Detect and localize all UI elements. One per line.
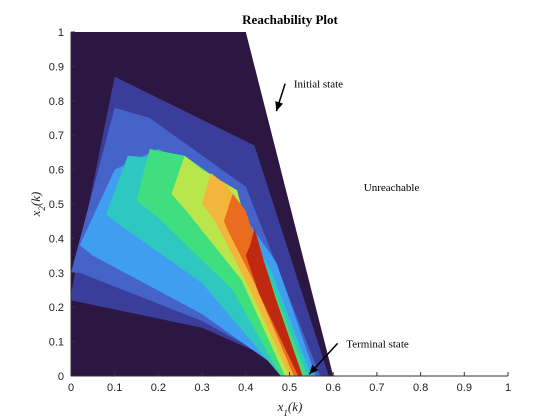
x-tick-label: 0.7 <box>369 382 384 394</box>
y-ticks: 0 0.1 0.2 0.3 0.4 0.5 0.6 0.7 0.8 0.9 1 <box>49 27 75 383</box>
y-tick-label: 0.4 <box>49 233 64 245</box>
x-tick-label: 1 <box>505 382 511 394</box>
x-ticks: 0 0.1 0.2 0.3 0.4 0.5 0.6 0.7 0.8 0.9 1 <box>68 372 511 394</box>
x-tick-label: 0.1 <box>107 382 122 394</box>
x-tick-label: 0.3 <box>194 382 209 394</box>
x-tick-label: 0.2 <box>151 382 166 394</box>
y-tick-label: 1 <box>58 27 64 39</box>
annotation-arrow-head <box>275 101 284 112</box>
y-tick-label: 0.1 <box>49 337 64 349</box>
y-tick-label: 0.6 <box>49 165 64 177</box>
y-tick-label: 0.9 <box>49 61 64 73</box>
x-tick-label: 0.6 <box>326 382 341 394</box>
annotations: Initial state Unreachable Terminal state <box>275 79 419 375</box>
annotation-unreachable: Unreachable <box>364 182 420 194</box>
chart-title: Reachability Plot <box>242 12 338 27</box>
x-tick-label: 0.5 <box>282 382 297 394</box>
y-tick-label: 0.5 <box>49 199 64 211</box>
annotation-terminal-state: Terminal state <box>346 338 409 350</box>
reachability-regions <box>71 32 334 376</box>
x-tick-label: 0.9 <box>457 382 472 394</box>
x-tick-label: 0.8 <box>413 382 428 394</box>
y-tick-label: 0.7 <box>49 130 64 142</box>
y-tick-label: 0.2 <box>49 302 64 314</box>
y-axis-label: x2(k) <box>28 192 47 218</box>
x-tick-label: 0 <box>68 382 74 394</box>
x-axis-label: x1(k) <box>277 399 303 418</box>
y-tick-label: 0.3 <box>49 268 64 280</box>
x-tick-label: 0.4 <box>238 382 253 394</box>
annotation-initial-state: Initial state <box>294 79 343 91</box>
region-band9 <box>245 228 303 376</box>
y-tick-label: 0.8 <box>49 96 64 108</box>
y-tick-label: 0 <box>58 371 64 383</box>
annotation-arrow-head <box>309 364 319 375</box>
